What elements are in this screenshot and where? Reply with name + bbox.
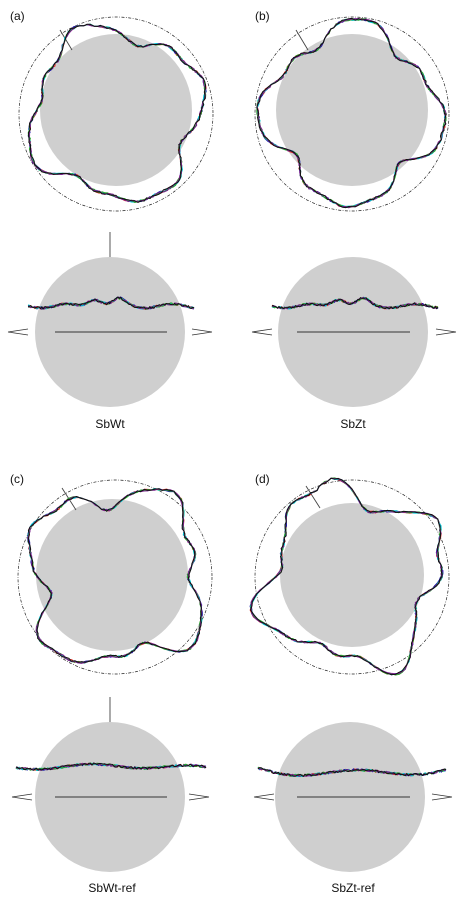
panel-d-top-disk <box>280 503 424 647</box>
top-trace-line <box>28 23 206 203</box>
top-trace-line <box>250 477 443 676</box>
side-trace-line <box>15 762 207 771</box>
panel-b-label: (b) <box>255 9 270 23</box>
panel-b-side-left-marker <box>251 328 273 336</box>
panel-c-top-traces <box>27 488 203 664</box>
panel-c-side-left-marker <box>11 793 33 801</box>
panel-d-top-needle <box>305 485 321 509</box>
panel-c-side-traces <box>15 762 207 771</box>
panel-b-side: SbZt <box>251 257 457 431</box>
panel-c-side: SbWt-ref <box>11 697 210 895</box>
panel-a-label: (a) <box>10 9 25 23</box>
panel-a-side-left-marker <box>7 328 29 336</box>
panel-c-outer-ring <box>17 479 213 675</box>
panel-d-outer-ring <box>254 479 450 675</box>
side-trace-line <box>271 297 439 310</box>
panel-c-top-disk <box>36 499 188 651</box>
panel-a-top-needle <box>59 29 73 51</box>
panel-b-top-disk <box>276 34 428 186</box>
panel-a-caption: SbWt <box>95 417 125 431</box>
top-trace-line <box>27 488 202 663</box>
panel-d-side-traces <box>257 766 447 778</box>
panel-c-label: (c) <box>10 472 24 486</box>
panel-b: (b) <box>254 9 450 212</box>
top-trace-line <box>28 23 207 203</box>
panel-c: (c) <box>10 472 213 675</box>
panel-d: (d) <box>249 472 450 676</box>
panel-d-caption: SbZt-ref <box>331 881 375 895</box>
panel-b-top-needle <box>295 29 309 51</box>
panel-d-side-right-marker <box>431 793 453 801</box>
side-trace-line <box>27 296 195 310</box>
panel-d-side: SbZt-ref <box>253 722 453 895</box>
panel-c-side-right-marker <box>188 793 210 801</box>
panel-b-side-traces <box>271 296 439 310</box>
panel-b-caption: SbZt <box>340 417 366 431</box>
top-trace-line <box>256 17 447 209</box>
panel-d-side-left-marker <box>253 793 275 801</box>
panel-d-label: (d) <box>255 472 270 486</box>
panel-a-side-traces <box>27 296 195 310</box>
panel-a-side: SbWt <box>7 232 213 431</box>
panel-b-top-traces <box>256 17 447 209</box>
panel-c-caption: SbWt-ref <box>88 881 136 895</box>
panel-a-top-traces <box>27 23 207 203</box>
panel-d-top-traces <box>249 477 444 676</box>
panel-a: (a) <box>10 9 214 212</box>
panel-b-side-right-marker <box>435 328 457 336</box>
panel-a-outer-ring <box>18 16 214 212</box>
side-trace-line <box>257 767 447 777</box>
panel-a-side-right-marker <box>191 328 213 336</box>
panel-b-outer-ring <box>254 16 450 212</box>
panel-a-top-disk <box>40 34 192 186</box>
